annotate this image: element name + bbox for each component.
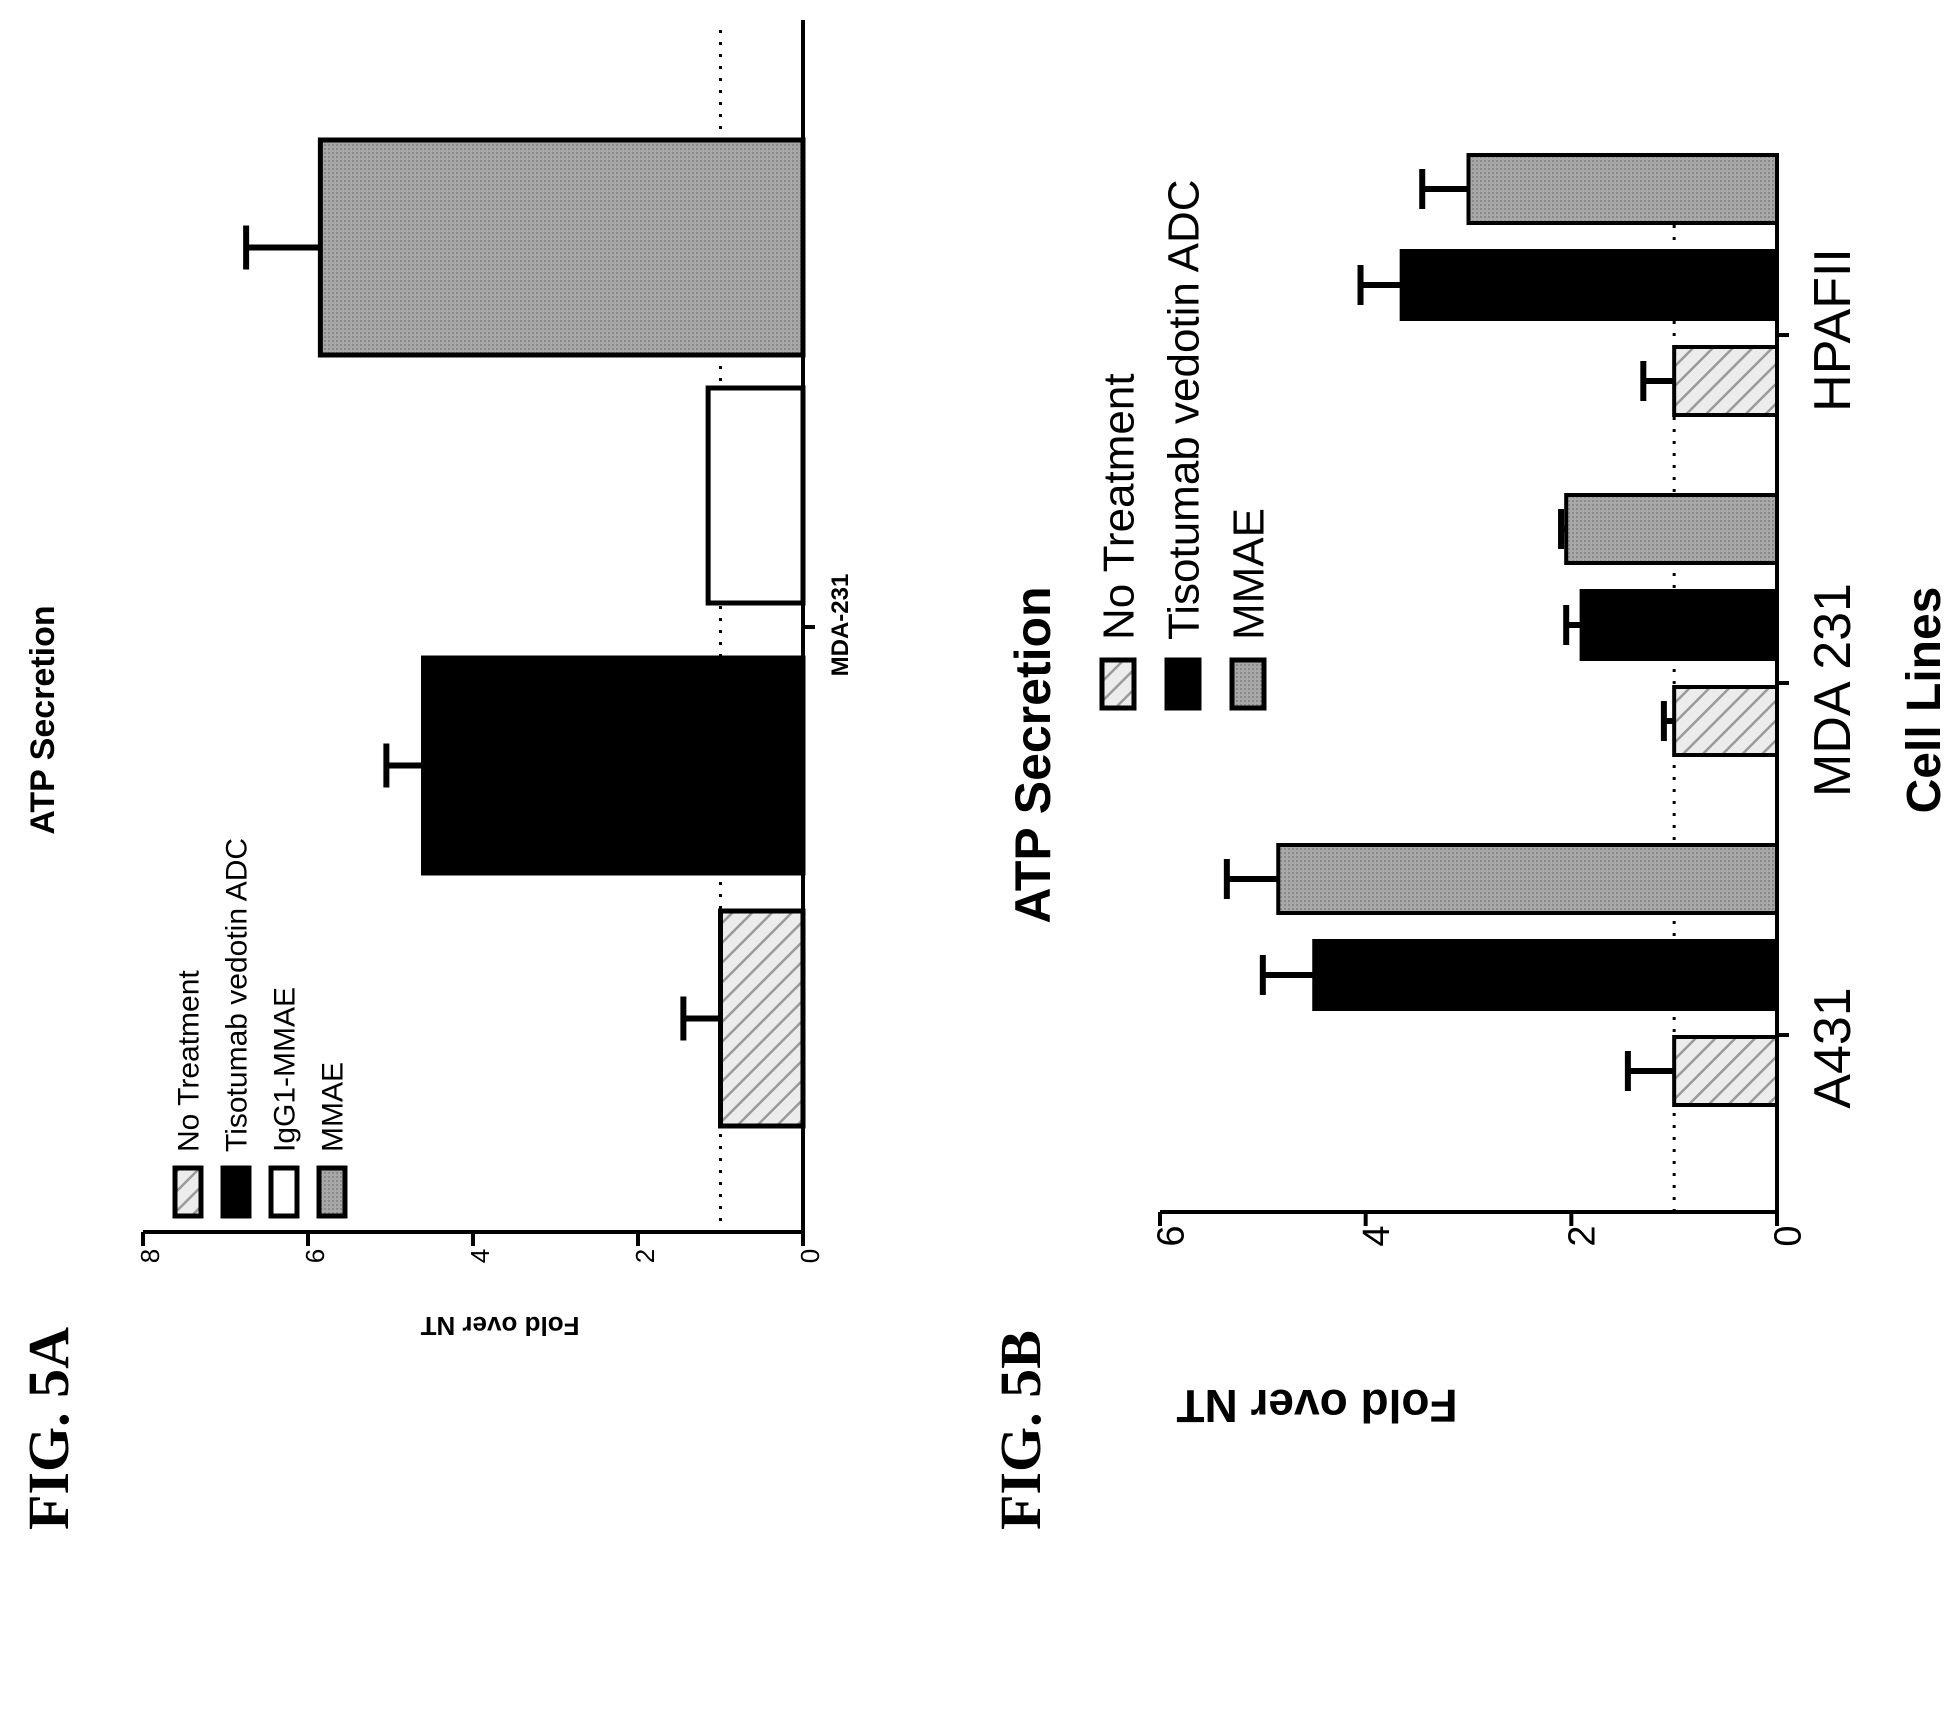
chart-a: ATP Secretion No Treatment Tisotumab vedo…: [24, 20, 854, 1341]
chart-b-legend-label-mmae: MMAE: [1224, 508, 1273, 640]
chart-b-bar-tisotumab-vedotin-adc-mda-231: [1579, 589, 1780, 661]
chart-a-legend-label-mmae: MMAE: [317, 1062, 350, 1152]
chart-b-value-tick-label: 4: [1356, 1225, 1398, 1246]
chart-a-category-label: MDA-231: [827, 574, 854, 677]
chart-a-legend-label-tisotumab-vedotin-adc: Tisotumab vedotin ADC: [221, 838, 254, 1152]
chart-b-category-label-a431: A431: [1804, 987, 1862, 1108]
chart-b-bar-mmae-hpafii: [1466, 153, 1779, 225]
chart-a-bar-mmae-mda-231: [317, 137, 806, 358]
chart-b-legend-swatch-tisotumab-vedotin-adc: [1164, 657, 1202, 711]
chart-a-value-tick-label: 0: [795, 1249, 825, 1263]
chart-b-title: ATP Secretion: [1005, 586, 1061, 923]
chart-b-bar-tisotumab-vedotin-adc-a431: [1312, 939, 1779, 1011]
chart-b-bar-no-treatment-hpafii: [1672, 345, 1779, 417]
chart-b-axes: 0 2 4 6 A431 MDA 231 HPAFII: [1150, 155, 1862, 1247]
chart-a-value-tick-label: 8: [135, 1249, 165, 1263]
chart-a-legend-swatch-igg1-mmae: [268, 1165, 300, 1219]
chart-b-value-tick-label: 2: [1562, 1225, 1604, 1246]
chart-a-legend-label-igg1-mmae: IgG1-MMAE: [269, 987, 302, 1152]
chart-b-legend-swatch-no-treatment: [1099, 657, 1137, 711]
chart-b-x-axis-label: Cell Lines: [1898, 587, 1951, 814]
chart-b-legend: No Treatment Tisotumab vedotin ADC MMAE: [1094, 179, 1273, 711]
chart-a-value-tick-label: 4: [465, 1249, 495, 1263]
chart-a-y-axis-label: Fold over NT: [420, 1311, 579, 1341]
chart-b: ATP Secretion No Treatment Tisotumab vedo…: [1005, 153, 1951, 1432]
chart-a-legend-label-no-treatment: No Treatment: [173, 970, 206, 1152]
chart-a-legend-swatch-tisotumab-vedotin-adc: [220, 1165, 252, 1219]
chart-a-bars: [243, 137, 806, 1129]
chart-a-legend: No Treatment Tisotumab vedotin ADC IgG1-MM…: [172, 838, 350, 1219]
chart-b-value-tick-label: 6: [1150, 1225, 1192, 1246]
chart-b-category-label-hpafii: HPAFII: [1804, 248, 1862, 412]
chart-a-title: ATP Secretion: [24, 605, 62, 834]
chart-b-bars: [1223, 153, 1780, 1107]
chart-a-bar-igg1-mmae-mda-231: [705, 385, 806, 606]
chart-a-value-tick-label: 2: [630, 1249, 660, 1263]
chart-a-legend-swatch-mmae: [316, 1165, 348, 1219]
chart-a-bar-tisotumab-vedotin-adc-mda-231: [421, 655, 806, 876]
chart-b-category-label-mda-231: MDA 231: [1804, 583, 1862, 797]
figure-label-a: FIG. 5A: [16, 1327, 81, 1530]
chart-a-value-tick-label: 6: [300, 1249, 330, 1263]
chart-b-bar-mmae-mda-231: [1564, 493, 1779, 565]
chart-b-legend-swatch-mmae: [1229, 657, 1267, 711]
chart-a-bar-no-treatment-mda-231: [718, 908, 806, 1129]
figure-label-b: FIG. 5B: [988, 1330, 1053, 1530]
chart-b-y-axis-label: Fold over NT: [1176, 1380, 1457, 1432]
chart-b-bar-no-treatment-a431: [1672, 1035, 1779, 1107]
chart-b-legend-label-tisotumab-vedotin-adc: Tisotumab vedotin ADC: [1159, 179, 1208, 640]
chart-b-legend-label-no-treatment: No Treatment: [1094, 373, 1143, 640]
chart-a-legend-swatch-no-treatment: [172, 1165, 204, 1219]
chart-b-value-tick-label: 0: [1767, 1225, 1809, 1246]
chart-b-bar-mmae-a431: [1276, 843, 1779, 915]
chart-b-bar-tisotumab-vedotin-adc-hpafii: [1399, 249, 1779, 321]
chart-b-bar-no-treatment-mda-231: [1672, 685, 1779, 757]
